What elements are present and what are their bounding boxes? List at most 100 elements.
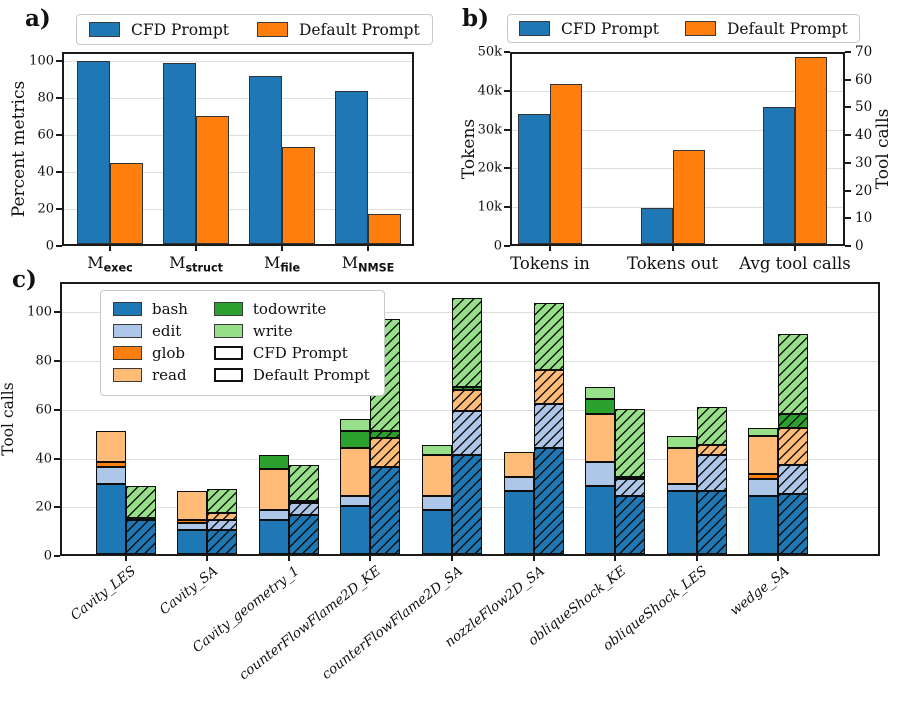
segment-c-Cavity_LES-cfd-prompt-edit — [95, 466, 126, 484]
segment-c-Cavity_geometry_1-cfd-prompt-edit — [258, 510, 289, 521]
x-tick-mark — [206, 556, 209, 561]
y-tick-mark — [54, 311, 60, 314]
segment-c-obliqueShock_KE-cfd-prompt-edit — [585, 462, 616, 487]
segment-c-counterFlowFlame2D_KE-default-prompt-todowrite — [370, 430, 401, 438]
legend-swatch-read — [113, 368, 142, 382]
segment-c-obliqueShock_KE-default-prompt-write — [615, 408, 646, 477]
y-tick-mark — [504, 206, 510, 209]
y-tick-mark — [54, 360, 60, 363]
y-tick-label: 10k — [477, 199, 502, 215]
y-tick-mark — [504, 245, 510, 247]
bar-a-cfd-prompt-M_exec — [77, 61, 110, 244]
legend-swatch-write — [213, 324, 243, 338]
x-tick-mark — [450, 556, 453, 561]
segment-c-counterFlowFlame2D_KE-default-prompt-read — [370, 437, 401, 467]
y-tick-mark-right — [845, 134, 851, 137]
axis-label-tool-calls: Tool calls — [0, 382, 17, 456]
legend-swatch-cfd-prompt — [89, 22, 120, 37]
legend-swatch-default-prompt — [257, 22, 288, 37]
gridline — [512, 90, 843, 92]
y-tick-mark-right — [845, 189, 851, 192]
x-tick-mark — [614, 556, 617, 561]
y-tick-mark — [56, 171, 62, 174]
segment-c-Cavity_SA-cfd-prompt-glob — [177, 520, 208, 523]
y-tick-label-right: 20 — [855, 182, 873, 199]
legend-swatch-cfd-prompt — [519, 21, 550, 36]
gridline — [512, 129, 843, 131]
legend-label: Default Prompt — [299, 20, 420, 39]
legend-swatch-bash — [113, 302, 142, 316]
y-tick-label: 20k — [477, 160, 502, 176]
legend-swatch-default-prompt — [213, 368, 243, 382]
y-tick-label: 40 — [35, 451, 52, 467]
y-tick-label-right: 0 — [855, 238, 864, 254]
y-tick-mark — [504, 51, 510, 53]
y-tick-label: 0 — [43, 548, 52, 564]
y-tick-mark — [54, 555, 60, 557]
segment-c-Cavity_SA-cfd-prompt-bash — [177, 529, 208, 554]
segment-c-counterFlowFlame2D_SA-default-prompt-write — [451, 297, 482, 388]
y-tick-mark — [504, 128, 510, 131]
y-tick-label: 30k — [477, 122, 502, 138]
bar-a-cfd-prompt-M_NMSE — [335, 91, 368, 244]
legend-item-cfd-prompt: CFD Prompt — [213, 344, 370, 362]
bar-a-default-prompt-M_struct — [196, 116, 229, 244]
bar-b-cfd-prompt-tokens-in — [518, 114, 550, 244]
segment-c-wedge_SA-default-prompt-bash — [778, 493, 809, 554]
segment-c-Cavity_geometry_1-cfd-prompt-read — [258, 469, 289, 511]
segment-c-obliqueShock_KE-cfd-prompt-write — [585, 387, 616, 400]
y-tick-mark — [54, 506, 60, 509]
legend-swatch-default-prompt — [685, 21, 716, 36]
segment-c-counterFlowFlame2D_KE-cfd-prompt-edit — [340, 495, 371, 506]
segment-c-obliqueShock_LES-default-prompt-bash — [696, 491, 727, 554]
legend-label: read — [152, 366, 187, 384]
y-tick-label: 50k — [477, 44, 502, 60]
segment-c-wedge_SA-cfd-prompt-edit — [748, 479, 779, 496]
segment-c-Cavity_SA-cfd-prompt-read — [177, 491, 208, 521]
segment-c-counterFlowFlame2D_KE-cfd-prompt-write — [340, 418, 371, 431]
segment-c-Cavity_LES-default-prompt-write — [125, 486, 156, 518]
y-tick-mark-right — [845, 161, 851, 164]
y-tick-mark-right — [845, 217, 851, 220]
segment-c-obliqueShock_KE-cfd-prompt-todowrite — [585, 399, 616, 414]
y-tick-label-right: 40 — [855, 127, 873, 144]
gridline — [64, 209, 412, 211]
segment-c-obliqueShock_LES-default-prompt-edit — [696, 454, 727, 492]
segment-c-Cavity_geometry_1-default-prompt-read — [288, 500, 319, 504]
legend-label: write — [252, 322, 293, 340]
legend-swatch-edit — [113, 324, 142, 338]
gridline — [64, 135, 412, 137]
y-tick-label: 80 — [35, 353, 52, 369]
gridline — [64, 61, 412, 63]
legend-label: Default Prompt — [252, 366, 370, 384]
segment-c-nozzleFlow2D_SA-default-prompt-write — [533, 302, 564, 371]
legend-label: bash — [152, 300, 188, 318]
y-tick-label: 80 — [37, 90, 54, 106]
legend-label: todowrite — [252, 300, 327, 318]
segment-c-obliqueShock_LES-default-prompt-read — [696, 445, 727, 455]
segment-c-Cavity_LES-cfd-prompt-read — [95, 430, 126, 463]
x-tick-label-tokens-in: Tokens in — [510, 254, 590, 273]
legend-panel-c: bash edit glob read todowrite write CFD Prompt… — [100, 290, 385, 396]
segment-c-obliqueShock_KE-default-prompt-edit — [615, 479, 646, 496]
legend-label: Default Prompt — [727, 19, 848, 38]
x-tick-mark — [549, 246, 551, 251]
y-tick-label: 100 — [27, 304, 52, 320]
segment-c-counterFlowFlame2D_SA-cfd-prompt-read — [421, 454, 452, 496]
x-tick-label-M_file: Mfile — [263, 253, 301, 275]
y-tick-label: 0 — [45, 238, 54, 254]
y-tick-mark-right — [845, 51, 851, 53]
segment-c-wedge_SA-default-prompt-edit — [778, 464, 809, 494]
legend-item-bash: bash — [113, 300, 188, 318]
legend-panel-b: CFD Prompt Default Prompt — [507, 14, 860, 43]
x-tick-mark — [695, 556, 698, 561]
y-tick-mark — [56, 97, 62, 100]
segment-c-obliqueShock_LES-cfd-prompt-write — [666, 435, 697, 448]
x-tick-mark — [369, 556, 372, 561]
segment-c-obliqueShock_LES-cfd-prompt-bash — [666, 491, 697, 554]
y-tick-mark — [56, 208, 62, 211]
segment-c-nozzleFlow2D_SA-cfd-prompt-bash — [503, 491, 534, 554]
legend-swatch-todowrite — [213, 302, 243, 316]
segment-c-nozzleFlow2D_SA-default-prompt-read — [533, 370, 564, 405]
